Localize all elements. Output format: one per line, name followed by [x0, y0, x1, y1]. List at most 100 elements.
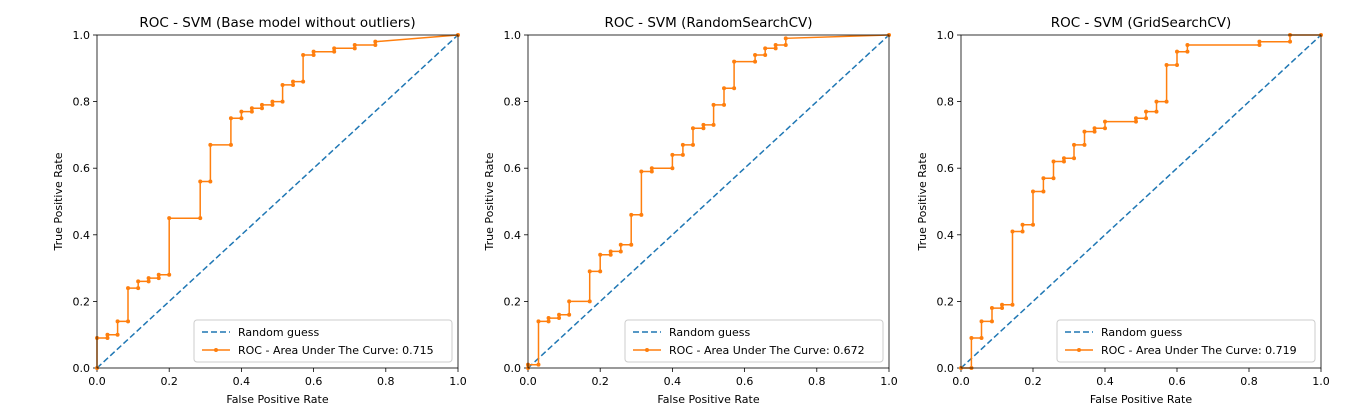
roc-point [249, 106, 254, 111]
roc-point [228, 142, 233, 147]
roc-point [1072, 142, 1077, 147]
roc-point [732, 86, 737, 91]
legend-marker-roc [645, 348, 649, 352]
roc-point [608, 249, 613, 254]
roc-point [1175, 49, 1179, 54]
roc-point [753, 52, 758, 57]
chart-title: ROC - SVM (GridSearchCV) [1051, 15, 1232, 31]
roc-point [1072, 156, 1077, 161]
roc-point [1144, 109, 1149, 114]
roc-point [618, 242, 623, 247]
legend-label-random: Random guess [669, 326, 750, 339]
roc-point [1154, 109, 1159, 114]
plot-frame [527, 34, 890, 369]
roc-point [167, 272, 172, 277]
random-guess-line [527, 34, 890, 369]
y-tick-label: 0.0 [504, 362, 522, 375]
roc-point [1103, 119, 1107, 124]
roc-point [618, 249, 623, 254]
y-tick-label: 0.2 [73, 295, 91, 308]
roc-point [156, 272, 161, 277]
roc-point [783, 42, 788, 47]
legend-box [1056, 319, 1316, 363]
roc-point [1041, 189, 1046, 194]
roc-point [979, 319, 984, 324]
y-tick-label: 0.2 [937, 295, 955, 308]
roc-point [989, 319, 994, 324]
x-tick-label: 0.6 [305, 375, 323, 388]
legend-label-random: Random guess [1101, 326, 1182, 339]
y-tick-label: 0.6 [937, 162, 955, 175]
roc-point [567, 312, 572, 317]
roc-point [1082, 129, 1087, 134]
y-tick-label: 0.0 [937, 362, 955, 375]
roc-point [1175, 62, 1179, 67]
roc-point [690, 126, 695, 131]
roc-point [332, 49, 337, 54]
roc-point [1020, 229, 1025, 234]
roc-point [670, 166, 675, 171]
roc-point [136, 286, 141, 291]
legend-marker-roc [214, 348, 218, 352]
roc-point [690, 142, 695, 147]
y-tick-label: 1.0 [504, 29, 522, 42]
roc-point [1257, 39, 1262, 44]
roc-point [979, 336, 984, 341]
roc-point [639, 212, 644, 217]
roc-point [763, 46, 768, 51]
roc-point [105, 332, 110, 337]
roc-point [373, 39, 378, 44]
roc-point [608, 252, 613, 257]
roc-point [1031, 222, 1035, 227]
roc-point [536, 319, 541, 324]
roc-point [280, 99, 285, 104]
roc-point [598, 252, 603, 257]
roc-point [701, 122, 706, 127]
x-tick-label: 0.4 [1096, 375, 1114, 388]
roc-point [167, 216, 172, 221]
roc-point [1041, 176, 1046, 181]
roc-point [126, 319, 131, 324]
roc-point [1103, 126, 1107, 131]
roc-point [1082, 142, 1087, 147]
roc-point [198, 179, 203, 184]
roc-point [680, 142, 685, 147]
roc-point [156, 276, 161, 281]
roc-panel-3: ROC - SVM (GridSearchCV) False Positive R… [916, 15, 1330, 406]
roc-point [332, 46, 337, 51]
roc-point [373, 42, 378, 47]
roc-point [670, 152, 675, 157]
roc-point [228, 116, 233, 121]
y-tick-label: 0.4 [937, 229, 955, 242]
roc-point [301, 52, 306, 57]
roc-point [773, 46, 778, 51]
legend: Random guess ROC - Area Under The Curve: … [1056, 319, 1316, 363]
roc-point [587, 299, 592, 304]
roc-point [146, 276, 151, 281]
roc-point [270, 99, 275, 104]
roc-point [1257, 42, 1262, 47]
roc-point [1020, 222, 1025, 227]
random-guess-line [960, 34, 1322, 369]
roc-point [311, 52, 316, 57]
roc-point [291, 79, 296, 84]
roc-point [557, 312, 562, 317]
roc-point [239, 109, 244, 114]
x-tick-label: 0.0 [88, 375, 106, 388]
legend: Random guess ROC - Area Under The Curve: … [624, 319, 884, 363]
roc-point [629, 212, 634, 217]
legend-label-random: Random guess [238, 326, 319, 339]
roc-point [259, 106, 264, 111]
roc-point [989, 306, 994, 311]
roc-point [311, 49, 316, 54]
x-tick-label: 0.2 [160, 375, 178, 388]
roc-point [629, 242, 634, 247]
x-tick-label: 0.4 [233, 375, 251, 388]
roc-point [352, 46, 357, 51]
roc-point [291, 82, 296, 87]
roc-point [753, 59, 758, 64]
x-axis-label: False Positive Rate [1090, 393, 1192, 406]
roc-point [1164, 99, 1169, 104]
roc-point [1010, 302, 1015, 307]
